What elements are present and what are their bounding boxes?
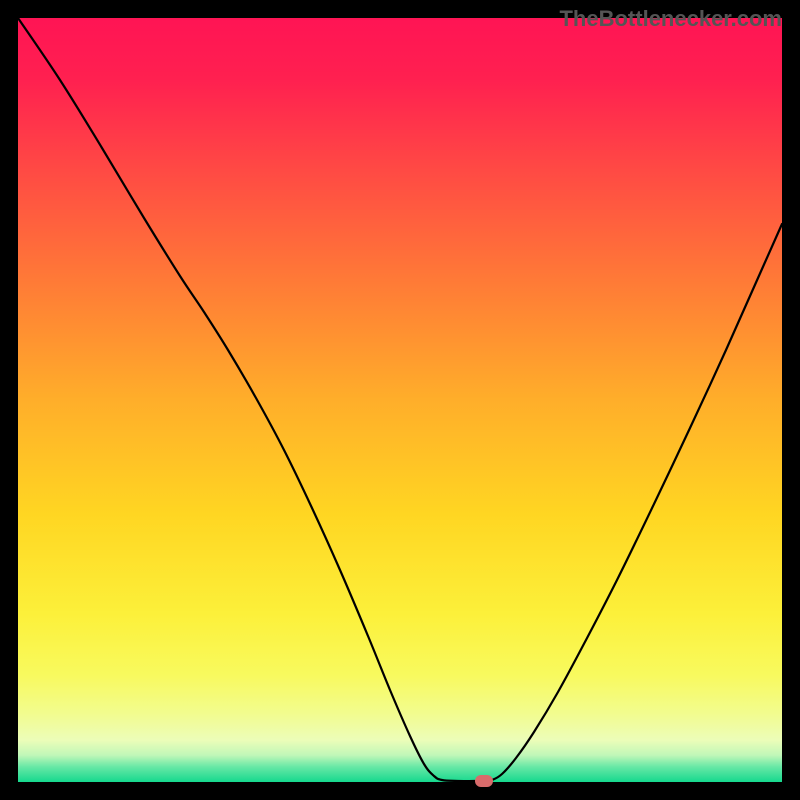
chart-svg [0, 0, 800, 800]
bottleneck-chart: TheBottlenecker.com [0, 0, 800, 800]
optimal-marker [475, 775, 493, 787]
plot-background [18, 18, 782, 782]
watermark-label: TheBottlenecker.com [559, 6, 782, 32]
